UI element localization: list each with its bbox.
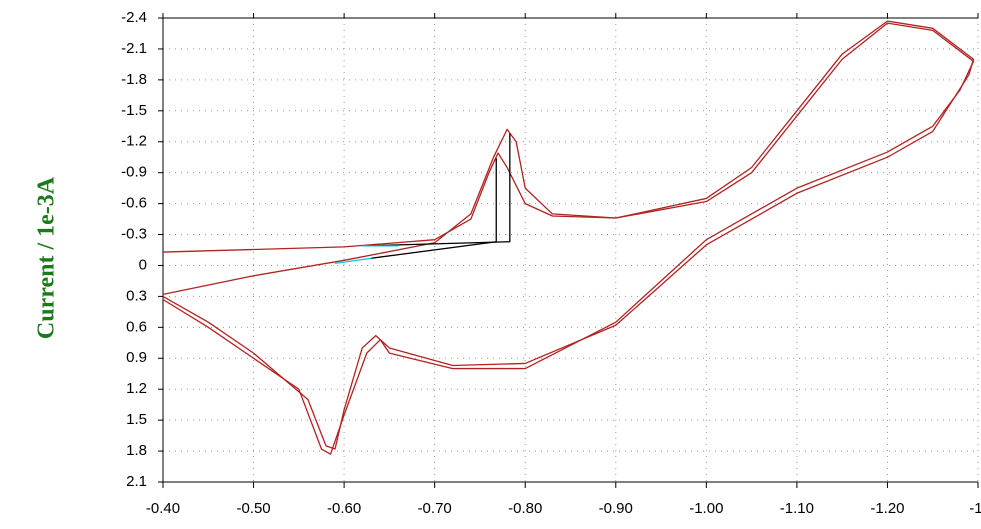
y-tick-label: 0.6 (126, 318, 147, 335)
y-tick-label: 0.9 (126, 349, 147, 366)
x-tick-label: -0.90 (599, 500, 633, 517)
y-tick-label: 1.8 (126, 442, 147, 459)
y-tick-label: -1.8 (121, 71, 147, 88)
y-tick-label: -1.2 (121, 133, 147, 150)
x-tick-label: -1.10 (780, 500, 814, 517)
y-tick-label: -1.5 (121, 102, 147, 119)
y-tick-label: 0.3 (126, 287, 147, 304)
curve (162, 20, 975, 450)
y-tick-label: -2.1 (121, 40, 147, 57)
y-tick-label: -0.9 (121, 164, 147, 181)
y-tick-label: 2.1 (126, 473, 147, 490)
x-tick-label: -0.70 (418, 500, 452, 517)
y-tick-label: -0.3 (121, 226, 147, 243)
y-tick-label: 0 (139, 256, 147, 273)
x-tick-label: -1.20 (870, 500, 904, 517)
curve (334, 257, 372, 265)
x-tick-label: -0.60 (327, 500, 361, 517)
y-tick-label: 1.2 (126, 380, 147, 397)
y-tick-label: -0.6 (121, 195, 147, 212)
y-tick-label: -2.4 (121, 9, 147, 26)
y-tick-label: 1.5 (126, 411, 147, 428)
y-axis-label: Current / 1e-3A (34, 176, 60, 339)
curve (162, 22, 975, 455)
x-tick-label: -0.50 (236, 500, 270, 517)
x-tick-label: -1.00 (689, 500, 723, 517)
x-tick-label: -0.40 (146, 500, 180, 517)
x-tick-label: -0.80 (508, 500, 542, 517)
curve (362, 133, 511, 247)
x-tick-label: -1. (969, 500, 981, 517)
